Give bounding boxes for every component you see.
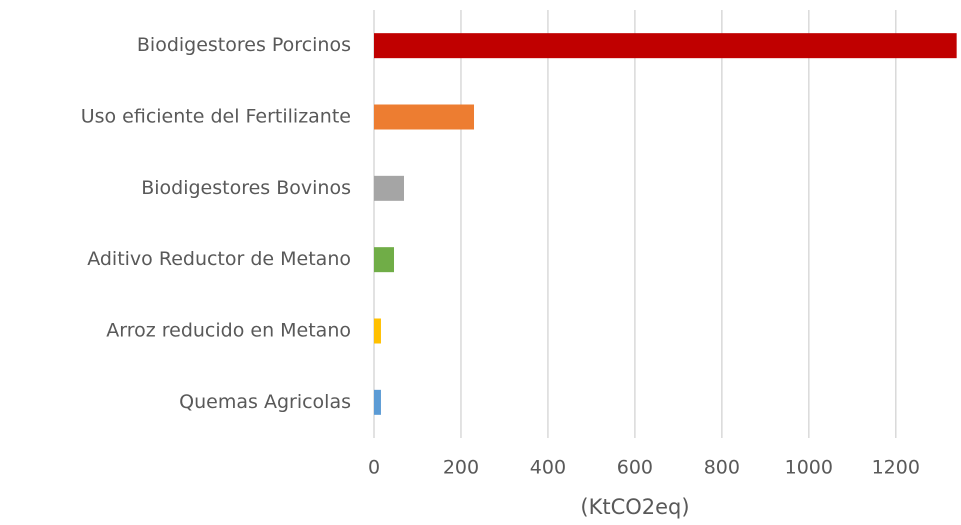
x-tick-label: 1200	[872, 457, 920, 479]
x-tick-label: 1000	[785, 457, 833, 479]
bar	[374, 389, 381, 415]
x-tick-label: 800	[704, 457, 740, 479]
y-tick-label: Aditivo Reductor de Metano	[87, 248, 351, 270]
y-tick-label: Biodigestores Bovinos	[141, 177, 351, 199]
x-tick-label: 400	[530, 457, 566, 479]
bar	[374, 247, 395, 273]
y-tick-label: Quemas Agricolas	[179, 391, 351, 413]
y-tick-label: Biodigestores Porcinos	[137, 34, 351, 56]
bar	[374, 318, 381, 344]
y-tick-label: Arroz reducido en Metano	[106, 320, 351, 342]
x-tick-label: 600	[617, 457, 653, 479]
bar	[374, 175, 405, 201]
y-tick-label: Uso eficiente del Fertilizante	[81, 106, 351, 128]
bar	[374, 33, 957, 59]
bar	[374, 104, 475, 130]
x-tick-label: 0	[368, 457, 380, 479]
x-axis-label: (KtCO2eq)	[580, 495, 689, 519]
x-tick-label: 200	[443, 457, 479, 479]
